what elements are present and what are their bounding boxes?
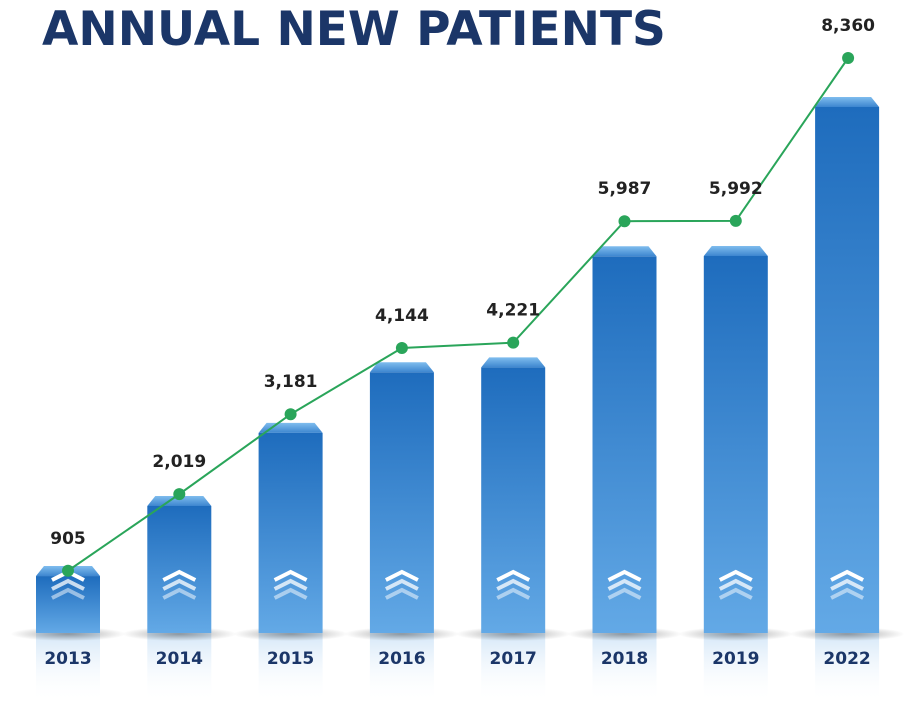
- data-label-2015: 3,181: [264, 372, 318, 392]
- bar-cap-2018: [592, 246, 657, 257]
- x-tick-label: 2019: [712, 649, 759, 669]
- chevron-up-icon: [718, 569, 753, 600]
- bar-reflection-2015: [258, 633, 323, 703]
- data-label-2014: 2,019: [152, 452, 206, 472]
- data-label-2016: 4,144: [375, 306, 429, 326]
- data-point-2017: [507, 336, 520, 349]
- data-point-2018: [618, 215, 631, 228]
- data-label-2017: 4,221: [486, 301, 540, 321]
- chevron-up-icon: [830, 569, 864, 600]
- bar-reflection-2022: [815, 633, 880, 703]
- bar-2016: [369, 372, 434, 633]
- bar-reflection-2013: [36, 633, 100, 703]
- bar-2015: [258, 432, 323, 633]
- bars-layer: [10, 97, 905, 703]
- bar-cap-2016: [369, 362, 434, 373]
- x-tick-label: 2013: [44, 649, 91, 669]
- x-tick-label: 2014: [156, 649, 203, 669]
- chart-title: ANNUAL NEW PATIENTS: [42, 2, 666, 57]
- bar-2022: [815, 107, 880, 633]
- data-point-2015: [284, 408, 297, 421]
- chevron-up-icon: [273, 569, 308, 600]
- data-point-2019: [729, 214, 742, 227]
- bar-reflection-2018: [592, 633, 657, 703]
- data-label-2018: 5,987: [598, 179, 652, 199]
- x-tick-label: 2017: [490, 649, 537, 669]
- bar-reflection-2014: [147, 633, 212, 703]
- bar-2014: [147, 505, 212, 633]
- x-tick-label: 2022: [823, 649, 870, 669]
- bar-reflection-2019: [703, 633, 768, 703]
- chevron-up-icon: [607, 569, 642, 600]
- x-tick-label: 2016: [378, 649, 425, 669]
- chevron-up-icon: [162, 569, 197, 600]
- data-label-2013: 905: [50, 529, 86, 549]
- data-point-2014: [173, 488, 186, 501]
- labels-layer: 2013 2014 2015 2016 2017 2018 2019 2022 905 2,019…: [44, 16, 875, 669]
- data-label-2022: 8,360: [821, 16, 875, 36]
- bar-cap-2014: [147, 495, 212, 506]
- x-tick-label: 2018: [601, 649, 648, 669]
- data-label-2019: 5,992: [709, 179, 763, 199]
- bar-reflection-2016: [369, 633, 434, 703]
- bar-2013: [36, 576, 100, 633]
- series-line: [67, 57, 849, 572]
- bar-reflection-2017: [481, 633, 546, 703]
- bar-2018: [592, 256, 657, 633]
- bar-cap-2022: [815, 97, 880, 107]
- x-tick-label: 2015: [267, 649, 314, 669]
- chevron-up-icon: [385, 569, 419, 600]
- bar-cap-2019: [703, 245, 768, 256]
- data-point-2013: [62, 564, 74, 577]
- line-layer: [62, 52, 855, 577]
- data-point-2016: [395, 341, 408, 354]
- bar-2019: [703, 255, 768, 633]
- bar-2017: [481, 367, 546, 633]
- bar-cap-2017: [481, 357, 546, 368]
- chevron-up-icon: [496, 569, 531, 600]
- data-point-2022: [842, 52, 855, 64]
